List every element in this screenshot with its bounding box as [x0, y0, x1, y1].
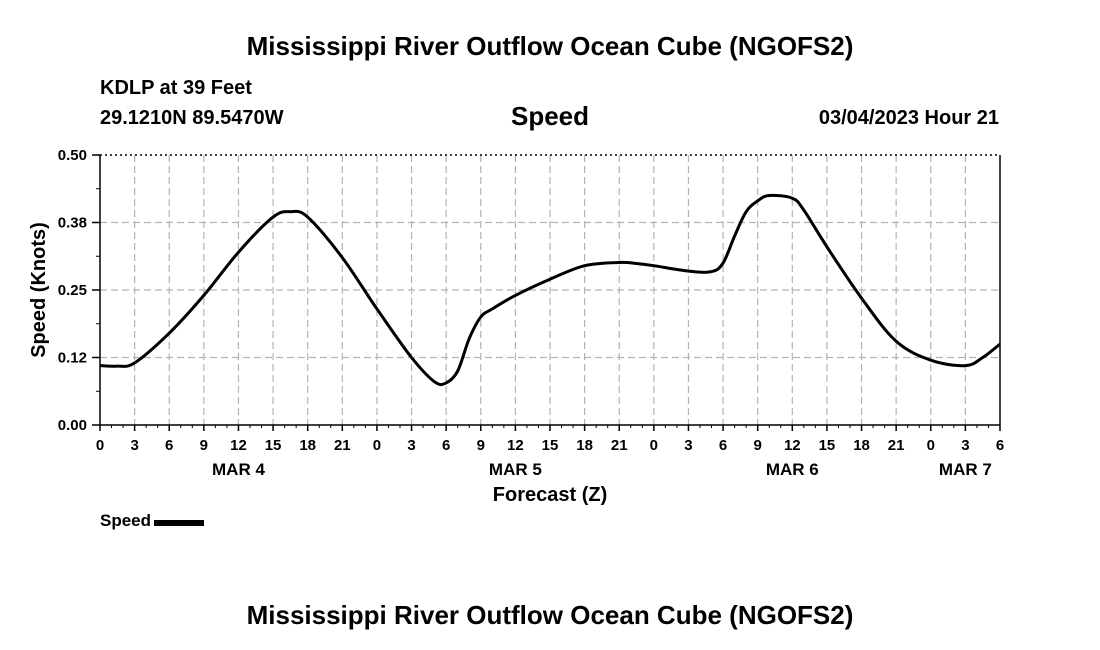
x-tick-label: 6 [442, 437, 450, 454]
x-tick-label: 6 [996, 437, 1004, 454]
series-line-speed [99, 193, 1001, 387]
x-axis-label: Forecast (Z) [493, 484, 607, 506]
y-tick-label: 0.38 [58, 215, 87, 232]
station-coordinates: 29.1210N 89.5470W [100, 107, 284, 129]
x-tick-label: 3 [407, 437, 415, 454]
forecast-datetime: 03/04/2023 Hour 21 [818, 107, 999, 129]
x-tick-label: 3 [684, 437, 692, 454]
x-tick-label: 3 [961, 437, 969, 454]
x-tick-label: 18 [299, 437, 316, 454]
x-tick-label: 3 [130, 437, 138, 454]
x-day-label: MAR 4 [212, 460, 265, 479]
station-label: KDLP at 39 Feet [100, 77, 252, 99]
legend-label: Speed [100, 511, 152, 530]
y-tick-label: 0.50 [58, 147, 87, 164]
legend: Speed [100, 511, 205, 531]
x-tick-label: 6 [719, 437, 727, 454]
x-tick-label: 0 [927, 437, 935, 454]
grid-lines [100, 154, 1000, 425]
ticks: 0.00 0.12 0.25 0.38 0.50 0 3 6 9 12 15 18 21 0 3 6 9 12 15… [58, 147, 1004, 479]
x-day-label: MAR 5 [489, 460, 542, 479]
x-tick-label: 9 [754, 437, 762, 454]
x-tick-label: 12 [784, 437, 801, 454]
legend-swatch [154, 519, 205, 526]
x-tick-label: 21 [334, 437, 351, 454]
y-tick-label: 0.00 [58, 417, 87, 434]
y-tick-label: 0.12 [58, 350, 87, 367]
y-tick-label: 0.25 [58, 282, 87, 299]
x-tick-label: 18 [853, 437, 870, 454]
variable-heading: Speed [510, 101, 590, 131]
x-tick-label: 6 [165, 437, 173, 454]
x-tick-label: 21 [611, 437, 628, 454]
x-tick-label: 15 [542, 437, 559, 454]
x-tick-label: 9 [477, 437, 485, 454]
x-tick-label: 0 [650, 437, 658, 454]
x-day-label: MAR 7 [939, 460, 992, 479]
x-tick-label: 15 [265, 437, 282, 454]
y-axis-label: Speed (Knots) [28, 222, 50, 358]
x-tick-label: 0 [373, 437, 381, 454]
chart-footer-title: Mississippi River Outflow Ocean Cube (NG… [246, 600, 854, 630]
x-tick-label: 12 [230, 437, 247, 454]
x-tick-label: 18 [576, 437, 593, 454]
x-tick-label: 0 [96, 437, 104, 454]
x-tick-label: 9 [200, 437, 208, 454]
x-day-label: MAR 6 [766, 460, 819, 479]
x-tick-label: 15 [819, 437, 836, 454]
x-tick-label: 12 [507, 437, 524, 454]
x-tick-label: 21 [888, 437, 905, 454]
chart-main-title: Mississippi River Outflow Ocean Cube (NG… [246, 31, 854, 61]
